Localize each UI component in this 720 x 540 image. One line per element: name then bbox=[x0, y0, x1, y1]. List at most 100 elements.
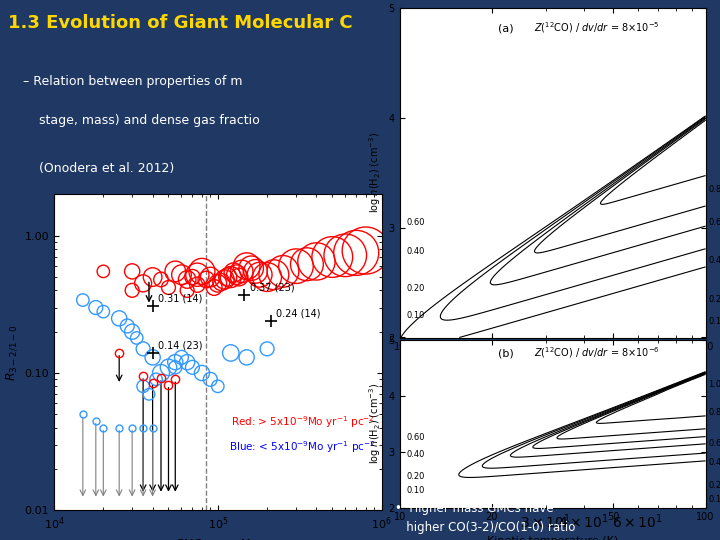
Text: 0.60: 0.60 bbox=[406, 218, 425, 227]
Point bbox=[163, 363, 174, 372]
Text: Red: > 5x10$^{-9}$Mo yr$^{-1}$ pc$^{-2}$: Red: > 5x10$^{-9}$Mo yr$^{-1}$ pc$^{-2}$ bbox=[231, 414, 375, 430]
Text: 0.10: 0.10 bbox=[406, 487, 425, 495]
Point bbox=[241, 262, 253, 271]
X-axis label: Kinetic temperature (K): Kinetic temperature (K) bbox=[487, 536, 618, 540]
Text: 0.40: 0.40 bbox=[406, 450, 425, 459]
Y-axis label: log $n$(H$_2$) (cm$^{-3}$): log $n$(H$_2$) (cm$^{-3}$) bbox=[367, 383, 383, 464]
Point bbox=[222, 273, 233, 281]
Y-axis label: log $n$(H$_2$) (cm$^{-3}$): log $n$(H$_2$) (cm$^{-3}$) bbox=[367, 132, 383, 213]
Text: 0.80: 0.80 bbox=[708, 185, 720, 194]
Point bbox=[261, 345, 273, 353]
Y-axis label: $R_{3-2/1-0}$: $R_{3-2/1-0}$ bbox=[4, 324, 19, 381]
Point bbox=[310, 257, 322, 266]
Point bbox=[181, 358, 193, 367]
Point bbox=[212, 382, 223, 390]
Point bbox=[261, 273, 273, 281]
Point bbox=[169, 358, 181, 367]
Point bbox=[200, 275, 212, 284]
Text: 0.40: 0.40 bbox=[406, 247, 425, 256]
Point bbox=[233, 273, 245, 281]
Point bbox=[230, 271, 242, 279]
Point bbox=[212, 279, 223, 288]
Point bbox=[327, 253, 338, 261]
Text: – Relation between properties of m: – Relation between properties of m bbox=[23, 75, 243, 88]
X-axis label: GMC mass  M$_\odot$

Muraoka+ 2007: GMC mass M$_\odot$ Muraoka+ 2007 bbox=[174, 537, 262, 540]
Point bbox=[147, 273, 158, 281]
Point bbox=[97, 307, 109, 316]
Point bbox=[277, 267, 289, 276]
Text: 1.00: 1.00 bbox=[708, 380, 720, 389]
Point bbox=[219, 275, 230, 284]
Point bbox=[340, 251, 351, 260]
Text: 0.20: 0.20 bbox=[708, 295, 720, 303]
Point bbox=[163, 283, 174, 292]
Text: 0.20: 0.20 bbox=[406, 284, 425, 293]
Text: (a): (a) bbox=[498, 23, 513, 33]
Point bbox=[186, 363, 198, 372]
Text: 0.14 (23): 0.14 (23) bbox=[158, 341, 202, 351]
Point bbox=[127, 267, 138, 276]
Point bbox=[176, 271, 187, 279]
Point bbox=[236, 267, 248, 276]
Text: 0.60: 0.60 bbox=[708, 218, 720, 227]
Point bbox=[114, 314, 125, 323]
Text: •  Higher mass GMCs have
   higher CO(3-2)/CO(1-0) ratio
   (for GMCs with low S: • Higher mass GMCs have higher CO(3-2)/C… bbox=[395, 502, 581, 540]
Point bbox=[131, 334, 143, 342]
Text: 0.31 (14): 0.31 (14) bbox=[158, 293, 202, 303]
Point bbox=[225, 273, 237, 281]
Point bbox=[156, 369, 167, 377]
Point bbox=[138, 279, 149, 288]
Point bbox=[169, 363, 181, 372]
Point bbox=[138, 382, 149, 390]
Point bbox=[181, 275, 193, 284]
Point bbox=[127, 286, 138, 295]
Point bbox=[208, 283, 220, 292]
Text: 0.40: 0.40 bbox=[708, 256, 720, 265]
Point bbox=[176, 353, 187, 362]
Text: 0.10: 0.10 bbox=[406, 311, 425, 320]
Point bbox=[192, 280, 203, 289]
Point bbox=[301, 260, 312, 268]
Point bbox=[204, 375, 216, 383]
Point bbox=[181, 286, 193, 295]
Point bbox=[143, 390, 155, 399]
Point bbox=[138, 345, 149, 353]
Point bbox=[90, 303, 102, 312]
Point bbox=[250, 267, 261, 276]
Text: 1.3 Evolution of Giant Molecular C: 1.3 Evolution of Giant Molecular C bbox=[8, 14, 352, 32]
Point bbox=[150, 375, 162, 383]
Text: (Onodera et al. 2012): (Onodera et al. 2012) bbox=[39, 161, 174, 174]
Point bbox=[215, 278, 227, 286]
Text: 0.20: 0.20 bbox=[708, 481, 720, 490]
Text: 0.40: 0.40 bbox=[708, 458, 720, 468]
Point bbox=[156, 275, 167, 284]
Text: 0.37 (23): 0.37 (23) bbox=[250, 283, 294, 293]
Text: 0.80: 0.80 bbox=[708, 408, 720, 417]
Point bbox=[122, 322, 133, 330]
Point bbox=[186, 273, 198, 281]
Point bbox=[196, 369, 207, 377]
Point bbox=[360, 246, 372, 255]
Point bbox=[196, 267, 207, 276]
Point bbox=[192, 271, 203, 279]
Text: $Z$($^{12}$CO) / $dv/dr$ = 8$\times$10$^{-6}$: $Z$($^{12}$CO) / $dv/dr$ = 8$\times$10$^… bbox=[534, 346, 660, 360]
Point bbox=[169, 267, 181, 276]
Point bbox=[228, 268, 240, 277]
Text: 0.10: 0.10 bbox=[708, 316, 720, 326]
Point bbox=[97, 267, 109, 276]
Point bbox=[241, 353, 253, 362]
Point bbox=[351, 248, 362, 257]
Text: stage, mass) and dense gas fractio: stage, mass) and dense gas fractio bbox=[39, 114, 259, 127]
Point bbox=[127, 327, 138, 336]
Text: 0.60: 0.60 bbox=[708, 439, 720, 448]
Text: 0.20: 0.20 bbox=[406, 472, 425, 482]
Text: 0.10: 0.10 bbox=[708, 495, 720, 504]
Text: 0.24 (14): 0.24 (14) bbox=[276, 309, 320, 319]
Text: 0.60: 0.60 bbox=[406, 433, 425, 442]
Point bbox=[204, 273, 216, 281]
Point bbox=[290, 262, 302, 271]
Point bbox=[254, 271, 266, 279]
Text: (b): (b) bbox=[498, 349, 513, 359]
Point bbox=[268, 271, 279, 279]
Point bbox=[225, 349, 237, 357]
